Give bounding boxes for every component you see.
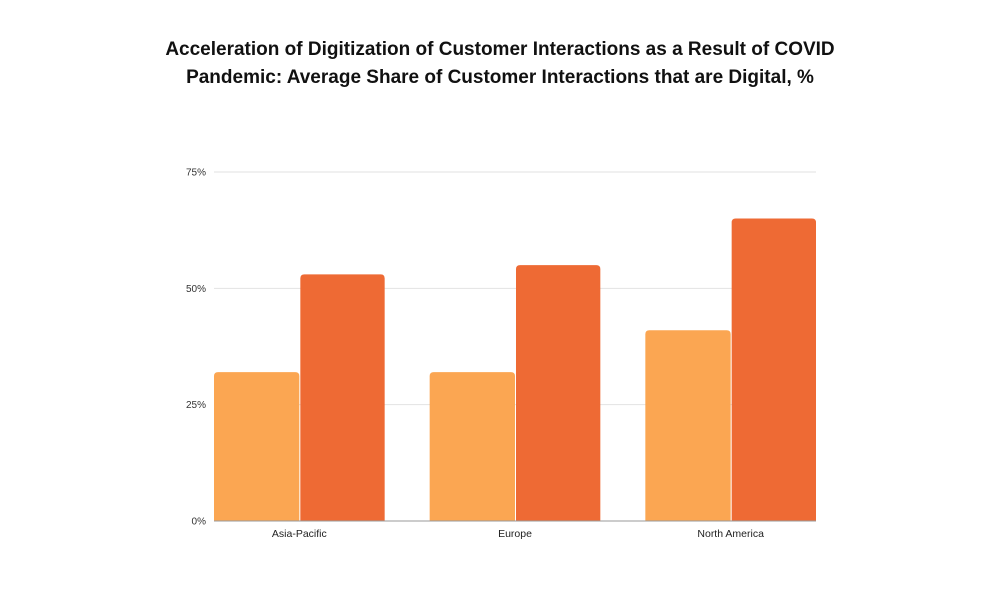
x-tick-label: Europe: [498, 528, 532, 540]
y-axis-ticks: 0% 25% 50% 75%: [186, 168, 206, 528]
x-tick-label: Asia-Pacific: [272, 528, 327, 540]
bar-europe-series-2: [516, 265, 601, 521]
y-tick-label: 50%: [186, 284, 206, 295]
bar-asia-pacific-series-1: [214, 372, 300, 521]
bar-asia-pacific-series-2: [300, 274, 385, 521]
x-axis-ticks: Asia-Pacific Europe North America: [272, 528, 764, 540]
x-tick-label: North America: [697, 528, 764, 540]
chart-title-line-2: Pandemic: Average Share of Customer Inte…: [186, 67, 814, 88]
y-tick-label: 25%: [186, 400, 206, 411]
chart-title: Acceleration of Digitization of Customer…: [0, 36, 1000, 92]
bar-north-america-series-1: [645, 330, 731, 521]
bar-europe-series-1: [429, 372, 515, 521]
y-tick-label: 75%: [186, 168, 206, 179]
bar-north-america-series-2: [731, 218, 816, 522]
y-tick-label: 0%: [192, 517, 207, 528]
chart-title-line-1: Acceleration of Digitization of Customer…: [165, 39, 835, 60]
bars: [214, 218, 816, 522]
